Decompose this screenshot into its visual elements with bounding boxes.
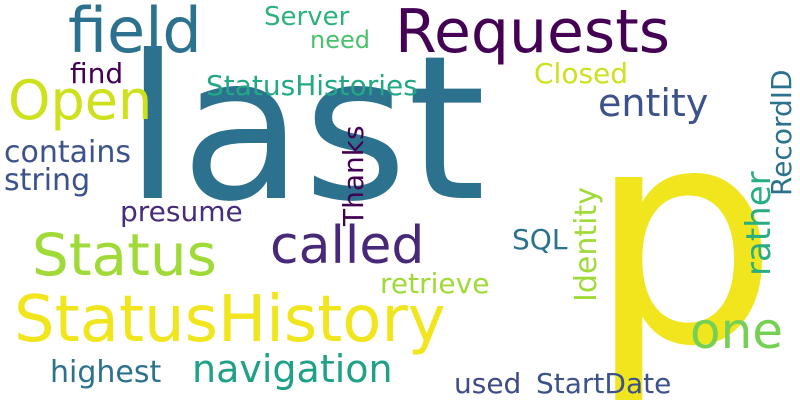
word-p: p (588, 63, 779, 400)
word-statushistory: StatusHistory (14, 283, 446, 357)
word-contains: contains (4, 135, 131, 170)
word-last: last (125, 13, 486, 246)
word-status: Status (32, 221, 217, 289)
word-string: string (4, 163, 91, 198)
word-called: called (270, 216, 425, 276)
word-sql: SQL (512, 223, 568, 256)
word-highest: highest (50, 355, 162, 390)
word-need: need (310, 26, 370, 54)
word-open: Open (8, 69, 153, 132)
word-one: one (690, 302, 784, 360)
word-server: Server (264, 2, 350, 32)
word-used: used (454, 367, 522, 400)
word-find: find (70, 57, 124, 90)
word-navigation: navigation (192, 347, 393, 391)
word-thanks: Thanks (337, 125, 370, 226)
word-startdate: StartDate (536, 367, 672, 400)
word-presume: presume (120, 195, 243, 228)
word-field: field (68, 0, 202, 67)
word-retrieve: retrieve (380, 267, 490, 300)
word-closed: Closed (534, 57, 629, 90)
word-requests: Requests (395, 0, 670, 67)
word-entity: entity (598, 81, 709, 125)
word-identity: Identity (569, 187, 604, 302)
word-statushistories: StatusHistories (206, 69, 418, 102)
word-recordid: RecordID (765, 69, 798, 196)
